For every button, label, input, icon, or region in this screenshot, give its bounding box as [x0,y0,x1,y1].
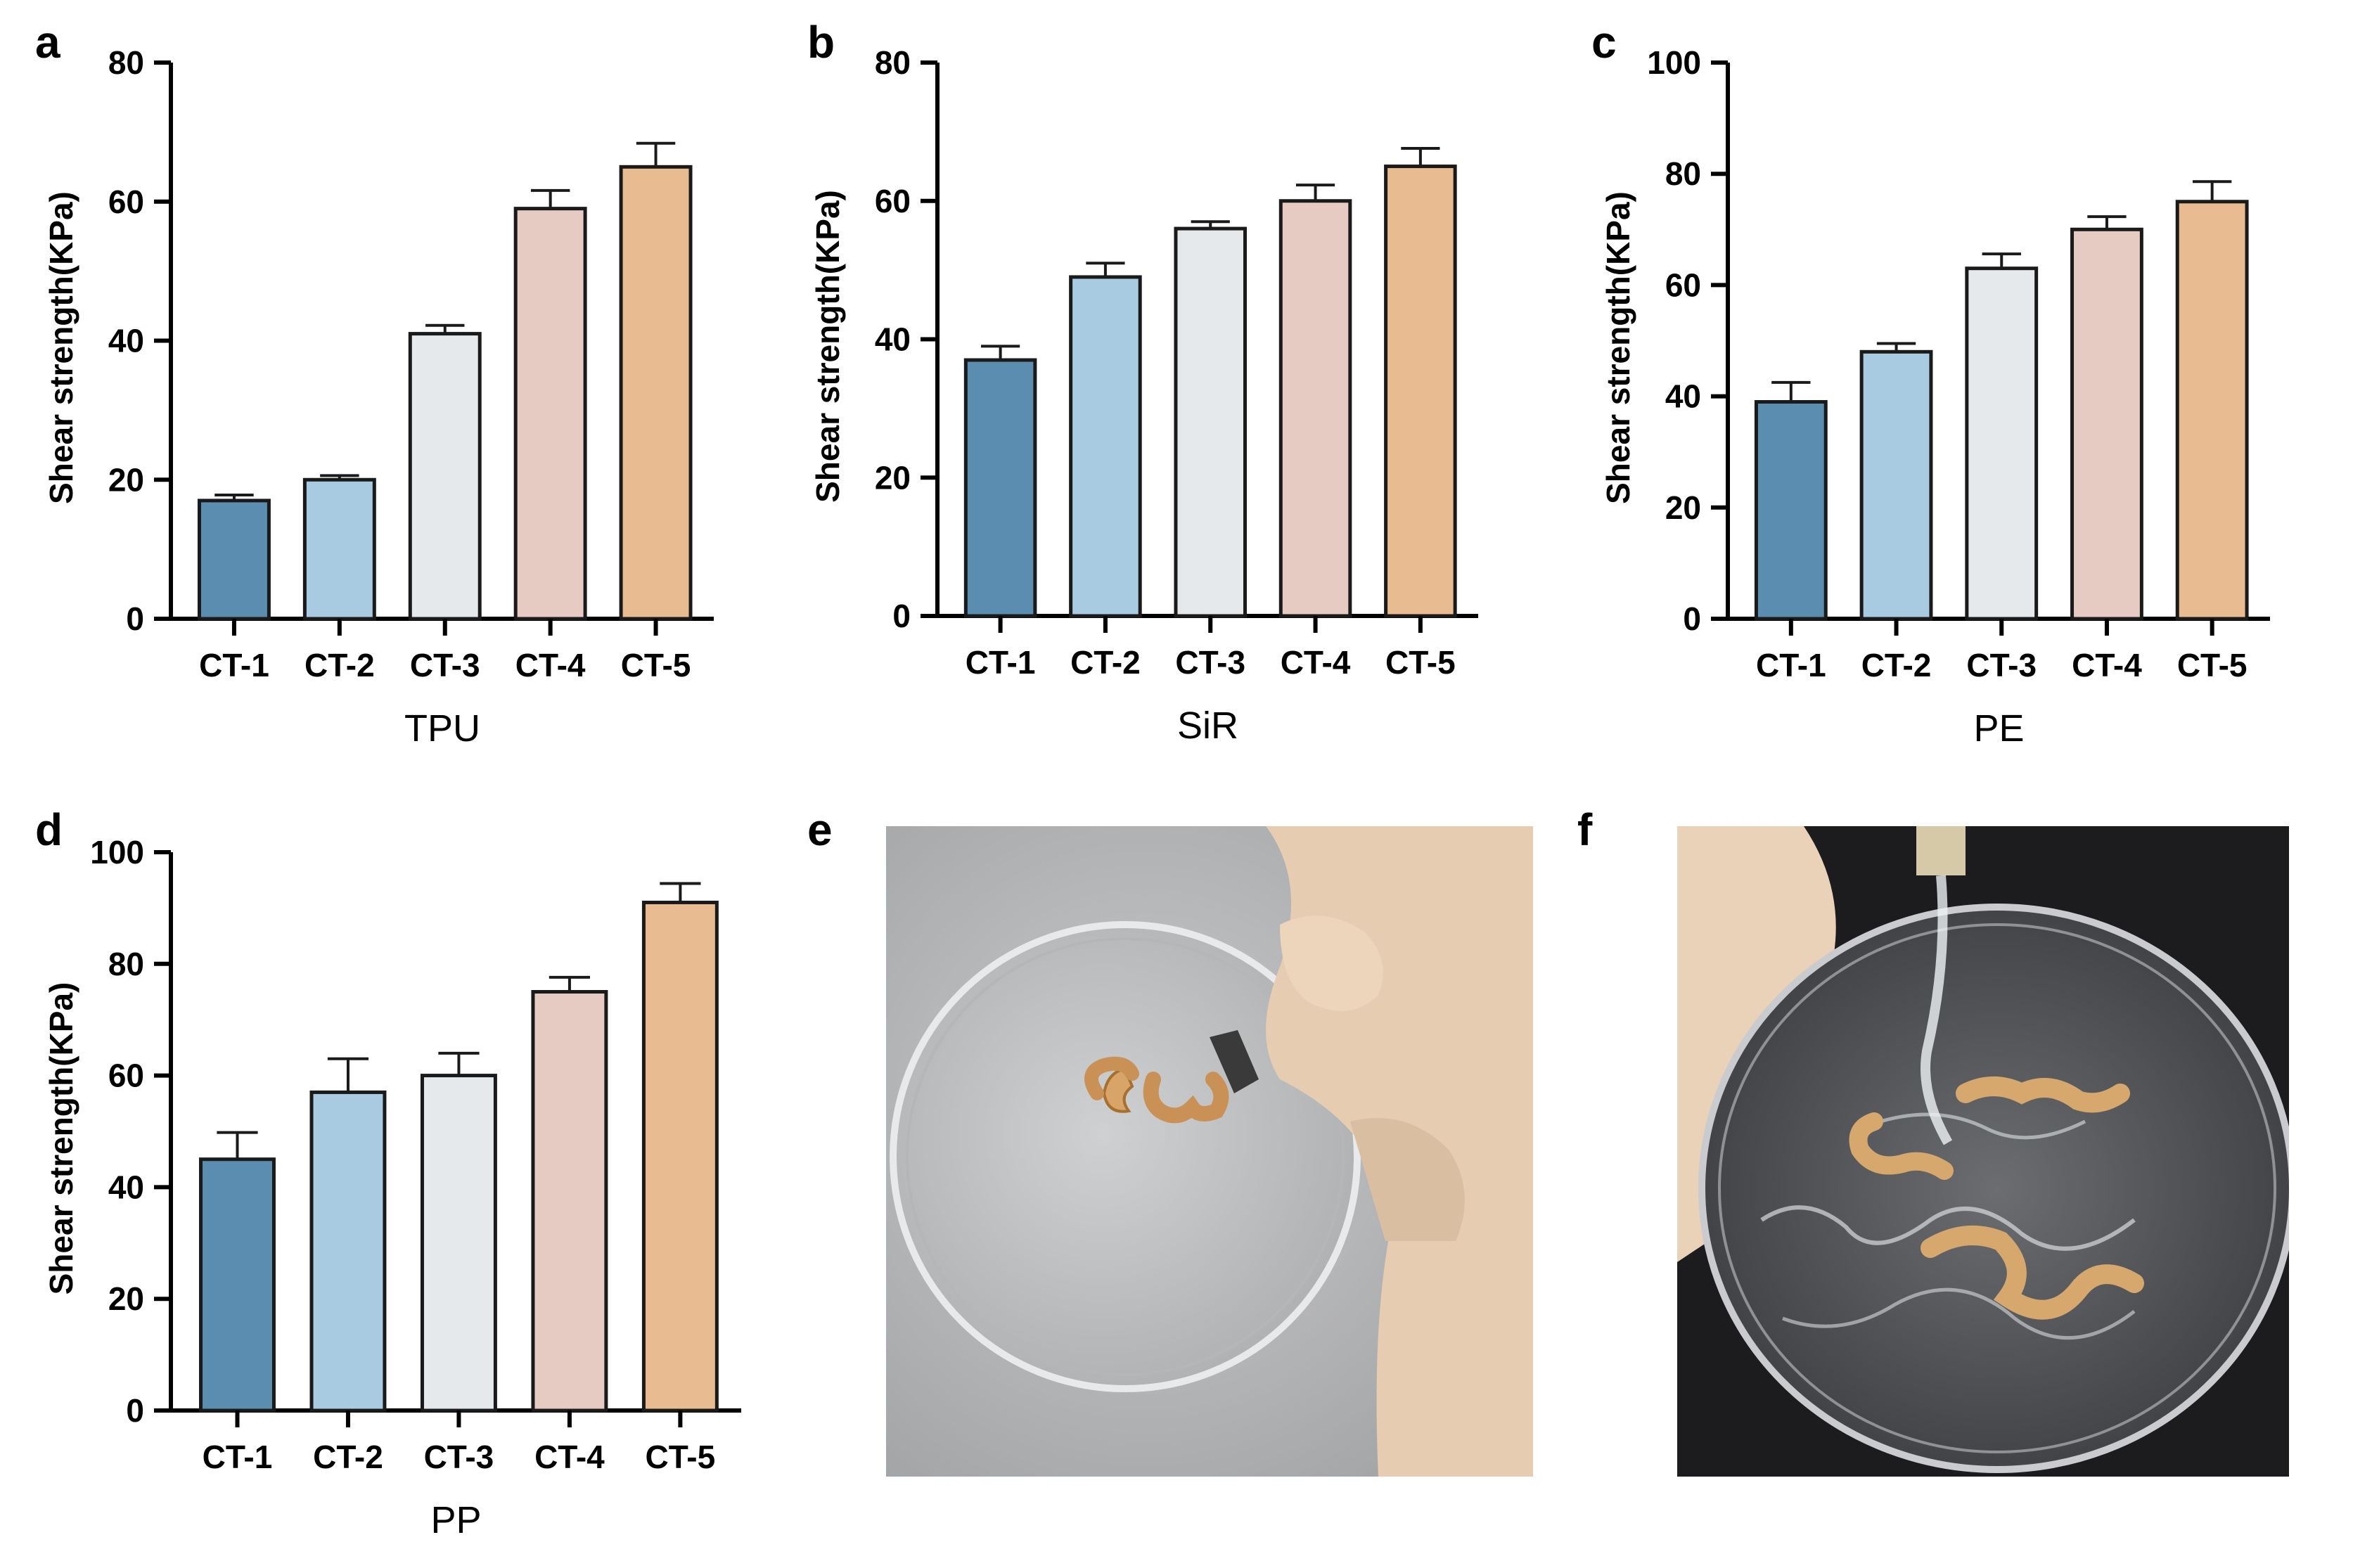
bar-ct-3 [1174,226,1248,618]
y-tick-label: 40 [875,321,911,358]
y-tick-label: 20 [1665,489,1701,526]
y-tick-label: 0 [892,598,911,634]
y-tick-label: 20 [875,459,911,496]
panel-letter-e: e [807,804,833,855]
panel-letter-f: f [1577,804,1593,855]
x-tick-label: CT-1 [203,1439,273,1475]
x-tick-label: CT-4 [534,1439,605,1475]
panel-letter-b: b [807,17,835,68]
bar-ct-1 [197,499,271,621]
y-tick-label: 0 [126,600,144,637]
bar-ct-5 [2175,200,2249,621]
bar-ct-4 [1278,199,1352,618]
x-tick-label: CT-5 [2177,647,2248,683]
chart-b: 0 20 40 60 80 Shear strength(KPa) CT-1 CT-2 CT-3… [809,44,1478,747]
y-tick-label: 0 [126,1392,144,1429]
x-tick-label: CT-2 [1070,644,1141,681]
bar-ct-3 [420,1074,497,1413]
y-tick-label: 80 [875,44,911,81]
bar-ct-1 [199,1157,276,1413]
x-tick-label: CT-3 [1966,647,2037,683]
bar-ct-4 [531,990,608,1413]
bar-ct-5 [641,900,719,1413]
photo-e [886,826,1533,1477]
photo-f-drawing [1677,826,2289,1477]
bar-ct-2 [1069,275,1142,618]
x-tick-label: CT-3 [424,1439,494,1475]
x-axis-label: PE [1973,707,2024,750]
y-tick-label: 20 [108,461,144,498]
bar-ct-3 [1965,266,2039,621]
y-tick-label: 80 [108,946,144,982]
y-tick-label: 60 [875,183,911,219]
x-tick-label: CT-1 [199,647,269,683]
chart-c: 0 20 40 60 80 100 Shear strength(KPa) CT-1 CT-2 C… [1600,44,2270,750]
x-axis-label: SiR [1177,705,1238,747]
y-tick-label: 40 [1665,378,1701,415]
y-tick-label: 20 [108,1280,144,1317]
x-tick-label: CT-3 [410,647,480,683]
y-tick-label: 60 [1665,266,1701,303]
bar-ct-2 [309,1090,387,1413]
bar-ct-3 [408,332,482,621]
bar-ct-1 [1754,400,1828,621]
panel-letter-c: c [1591,17,1617,68]
x-tick-label: CT-5 [646,1439,716,1475]
bar-ct-2 [302,477,376,621]
y-tick-label: 60 [108,184,144,220]
panel-letter-a: a [35,17,60,68]
bar-ct-1 [963,358,1037,618]
photo-f [1677,826,2289,1477]
x-tick-label: CT-4 [2072,647,2142,683]
y-tick-label: 100 [90,834,144,870]
photo-e-drawing [886,826,1533,1477]
y-tick-label: 100 [1647,44,1701,81]
y-tick-label: 40 [108,323,144,359]
x-axis-label: PP [430,1499,481,1541]
x-tick-label: CT-2 [304,647,375,683]
bar-ct-4 [2070,227,2143,621]
bar-ct-4 [513,207,587,621]
x-tick-label: CT-5 [1385,644,1456,681]
x-tick-label: CT-4 [1281,644,1351,681]
y-axis-label: Shear strength(KPa) [43,982,79,1295]
y-axis-label: Shear strength(KPa) [43,191,79,504]
x-tick-label: CT-3 [1175,644,1245,681]
bar-ct-5 [619,165,693,621]
x-tick-label: CT-5 [621,647,691,683]
chart-d: 0 20 40 60 80 100 Shear strength(KPa) CT-1 CT-2 C… [43,834,741,1541]
chart-a: 0 20 40 60 80 Shear strength(KPa) CT-1 CT-2 CT-3… [43,44,714,750]
y-tick-label: 80 [1665,155,1701,192]
y-axis-label: Shear strength(KPa) [809,190,846,503]
y-tick-label: 60 [108,1058,144,1094]
bar-ct-5 [1384,165,1457,618]
y-axis-label: Shear strength(KPa) [1600,191,1636,504]
x-tick-label: CT-4 [515,647,586,683]
panel-letter-d: d [35,804,63,855]
y-tick-label: 80 [108,44,144,81]
x-tick-label: CT-1 [1756,647,1826,683]
x-tick-label: CT-1 [966,644,1036,681]
x-tick-label: CT-2 [1861,647,1932,683]
y-tick-label: 40 [108,1169,144,1205]
x-axis-label: TPU [404,707,480,750]
y-tick-label: 0 [1683,600,1701,637]
x-tick-label: CT-2 [313,1439,383,1475]
bar-ct-2 [1859,349,1933,621]
